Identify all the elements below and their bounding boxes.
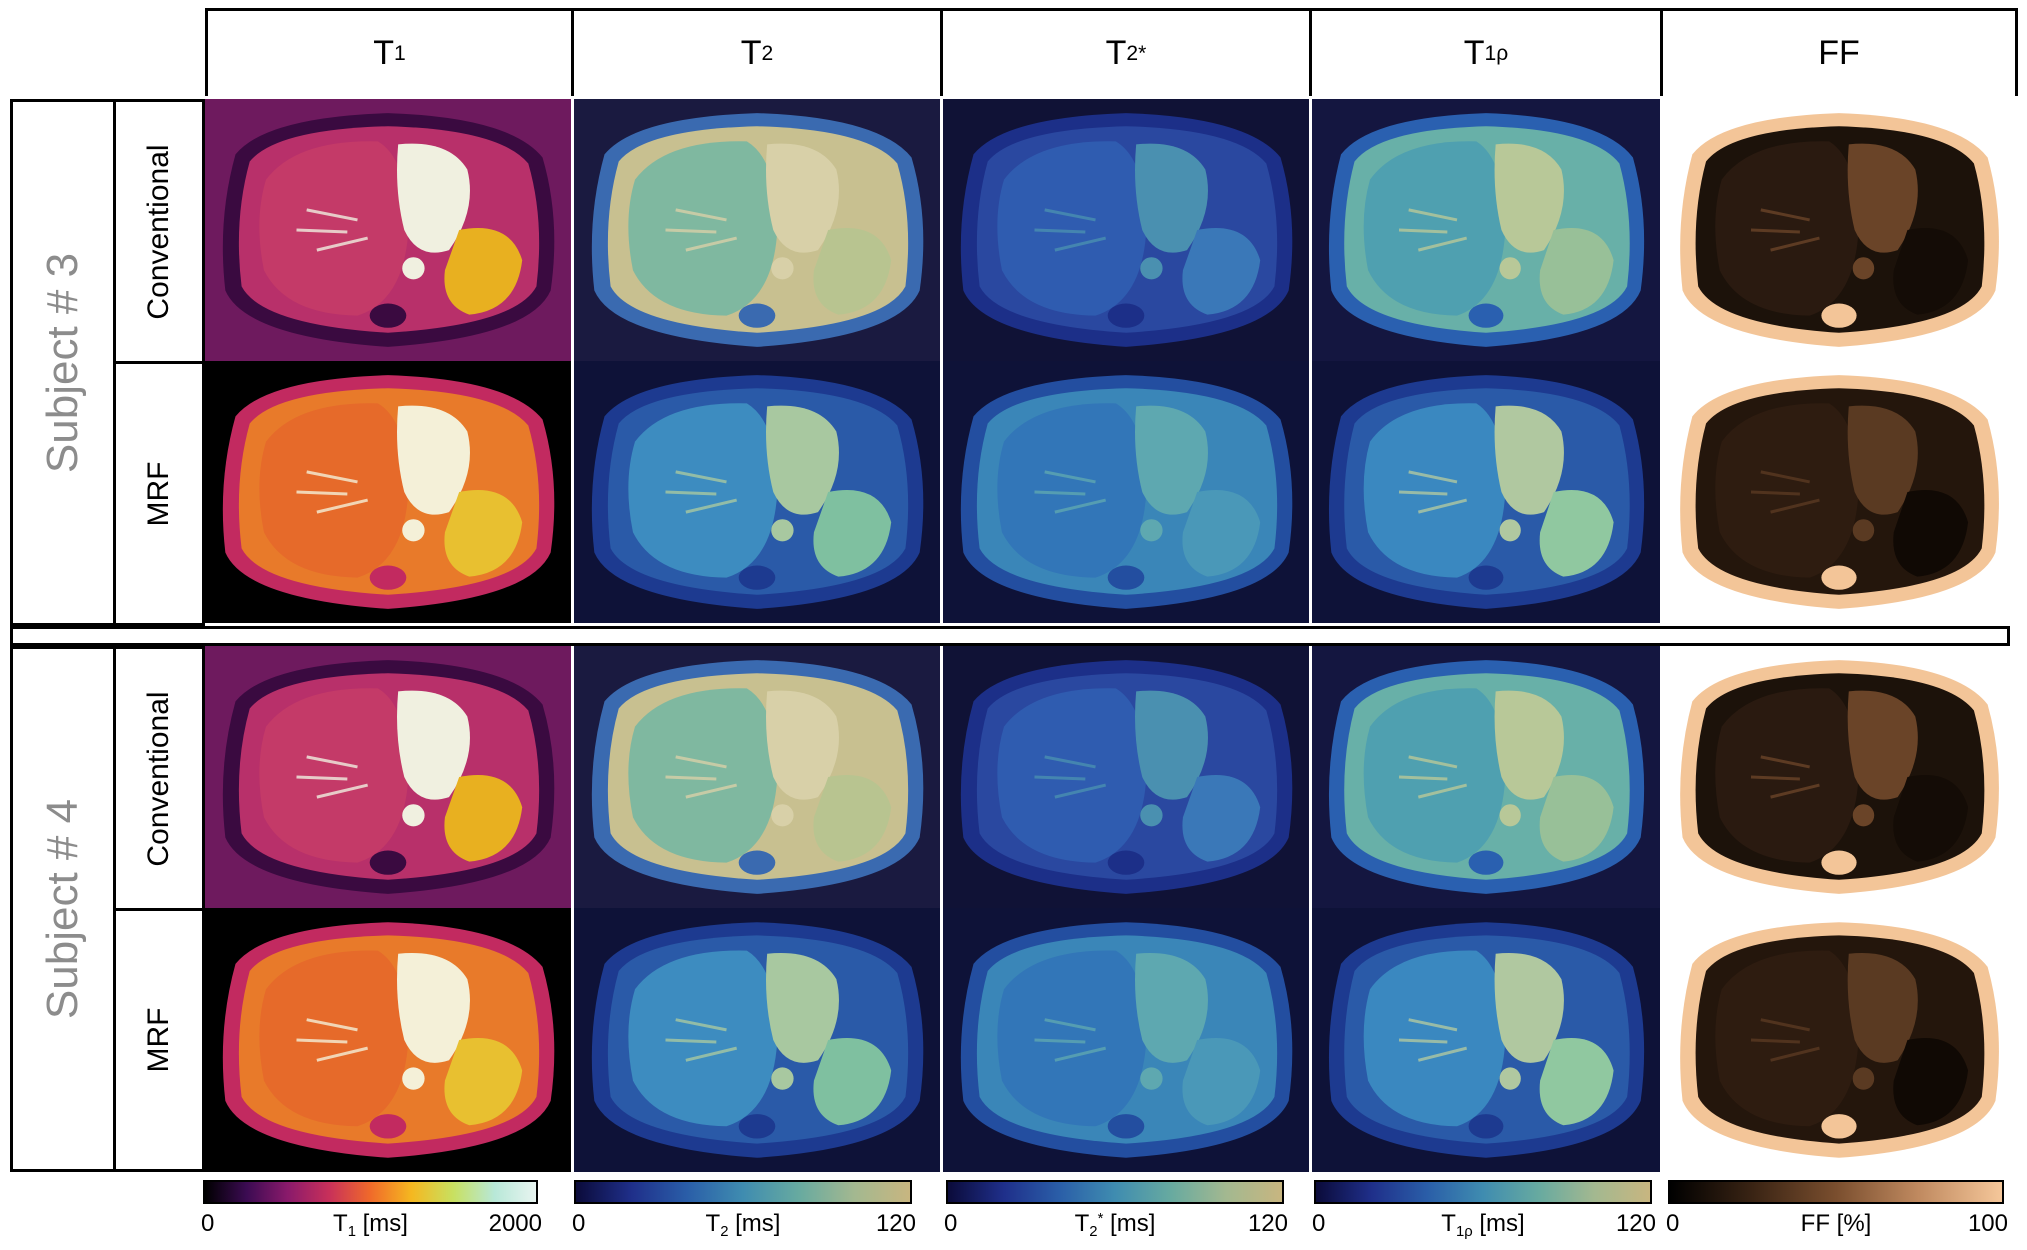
row-label-subject4-conventional: Conventional [113, 646, 205, 911]
row-label-subject3-mrf: MRF [113, 361, 205, 626]
mri-map-t2s-subject4-mrf [943, 908, 1309, 1172]
mri-map-t1-subject4-mrf [205, 908, 571, 1172]
mri-map-t2-subject4-mrf [574, 908, 940, 1172]
header-main: FF [1818, 34, 1860, 72]
colorbar-t2s-min: 0 [944, 1210, 958, 1237]
mri-slice-illustration [943, 99, 1309, 361]
mri-map-t1r-subject3-conv [1312, 99, 1660, 361]
colorbar-t2s [946, 1180, 1284, 1204]
colorbar-t1r-min: 0 [1312, 1210, 1326, 1237]
colorbar-ff [1668, 1180, 2004, 1204]
mri-slice-illustration [1663, 908, 2015, 1172]
mri-map-t1r-subject4-conv [1312, 646, 1660, 908]
mri-slice-illustration [574, 908, 940, 1172]
mri-slice-illustration [1312, 361, 1660, 623]
mri-slice-illustration [1663, 361, 2015, 623]
header-main: T [1105, 34, 1127, 72]
mri-map-t1-subject3-conv [205, 99, 571, 361]
mri-map-t2-subject4-conv [574, 646, 940, 908]
mri-slice-illustration [574, 99, 940, 361]
mri-map-t1r-subject4-mrf [1312, 908, 1660, 1172]
colorbar-t2-min: 0 [572, 1210, 586, 1237]
subject-3-label-box: Subject # 3 [10, 99, 116, 626]
colorbar-t2-max: 120 [875, 1210, 916, 1237]
mri-slice-illustration [1312, 908, 1660, 1172]
colorbar-t2 [574, 1180, 912, 1204]
colorbar-t1 [203, 1180, 538, 1204]
mri-map-t2s-subject3-mrf [943, 361, 1309, 623]
mri-slice-illustration [574, 646, 940, 908]
colorbar-ff-label: FF [%] [1800, 1210, 1872, 1237]
row-label-subject3-conventional: Conventional [113, 99, 205, 364]
subject-3-label: Subject # 3 [38, 252, 87, 473]
mri-map-t2s-subject4-conv [943, 646, 1309, 908]
colorbar-t1r-label: T1ρ [ms] [1441, 1210, 1525, 1241]
mri-slice-illustration [1663, 646, 2015, 908]
mri-map-t2-subject3-conv [574, 99, 940, 361]
mri-map-t1-subject3-mrf [205, 361, 571, 623]
mri-map-t2s-subject3-conv [943, 99, 1309, 361]
mri-slice-illustration [205, 99, 571, 361]
column-header-ff: FF [1663, 8, 2018, 96]
column-header-t1rho: T 1ρ [1312, 8, 1663, 96]
mri-slice-illustration [205, 908, 571, 1172]
colorbar-t2s-max: 120 [1247, 1210, 1288, 1237]
colorbar-ff-min: 0 [1666, 1210, 1680, 1237]
mri-slice-illustration [1663, 99, 2015, 361]
mri-map-t2-subject3-mrf [574, 361, 940, 623]
colorbar-t1-label: T1 [ms] [333, 1210, 408, 1241]
mri-map-ff-subject3-mrf [1663, 361, 2015, 623]
header-main: T [373, 34, 395, 72]
colorbar-t2s-label: T2* [ms] [1074, 1210, 1156, 1241]
mri-map-ff-subject4-mrf [1663, 908, 2015, 1172]
mri-slice-illustration [943, 361, 1309, 623]
mri-slice-illustration [574, 361, 940, 623]
mri-map-t1r-subject3-mrf [1312, 361, 1660, 623]
mri-slice-illustration [1312, 99, 1660, 361]
mri-slice-illustration [205, 646, 571, 908]
mri-slice-illustration [943, 646, 1309, 908]
colorbar-t1-max: 2000 [488, 1210, 542, 1237]
colorbar-t2-label: T2 [ms] [705, 1210, 781, 1241]
row-label-subject4-mrf: MRF [113, 908, 205, 1172]
subject-4-label-box: Subject # 4 [10, 646, 116, 1172]
colorbar-t1r-max: 120 [1615, 1210, 1656, 1237]
mri-slice-illustration [1312, 646, 1660, 908]
header-main: T [740, 34, 762, 72]
subject-divider [10, 626, 2010, 646]
colorbar-ff-max: 100 [1967, 1210, 2008, 1237]
mri-slice-illustration [943, 908, 1309, 1172]
mri-map-ff-subject4-conv [1663, 646, 2015, 908]
colorbar-t1r [1314, 1180, 1652, 1204]
subject-4-label: Subject # 4 [38, 798, 87, 1020]
column-header-t2star: T 2 * [943, 8, 1312, 96]
colorbar-t1-min: 0 [201, 1210, 215, 1237]
mri-map-t1-subject4-conv [205, 646, 571, 908]
mri-map-ff-subject3-conv [1663, 99, 2015, 361]
header-main: T [1463, 34, 1485, 72]
mri-slice-illustration [205, 361, 571, 623]
